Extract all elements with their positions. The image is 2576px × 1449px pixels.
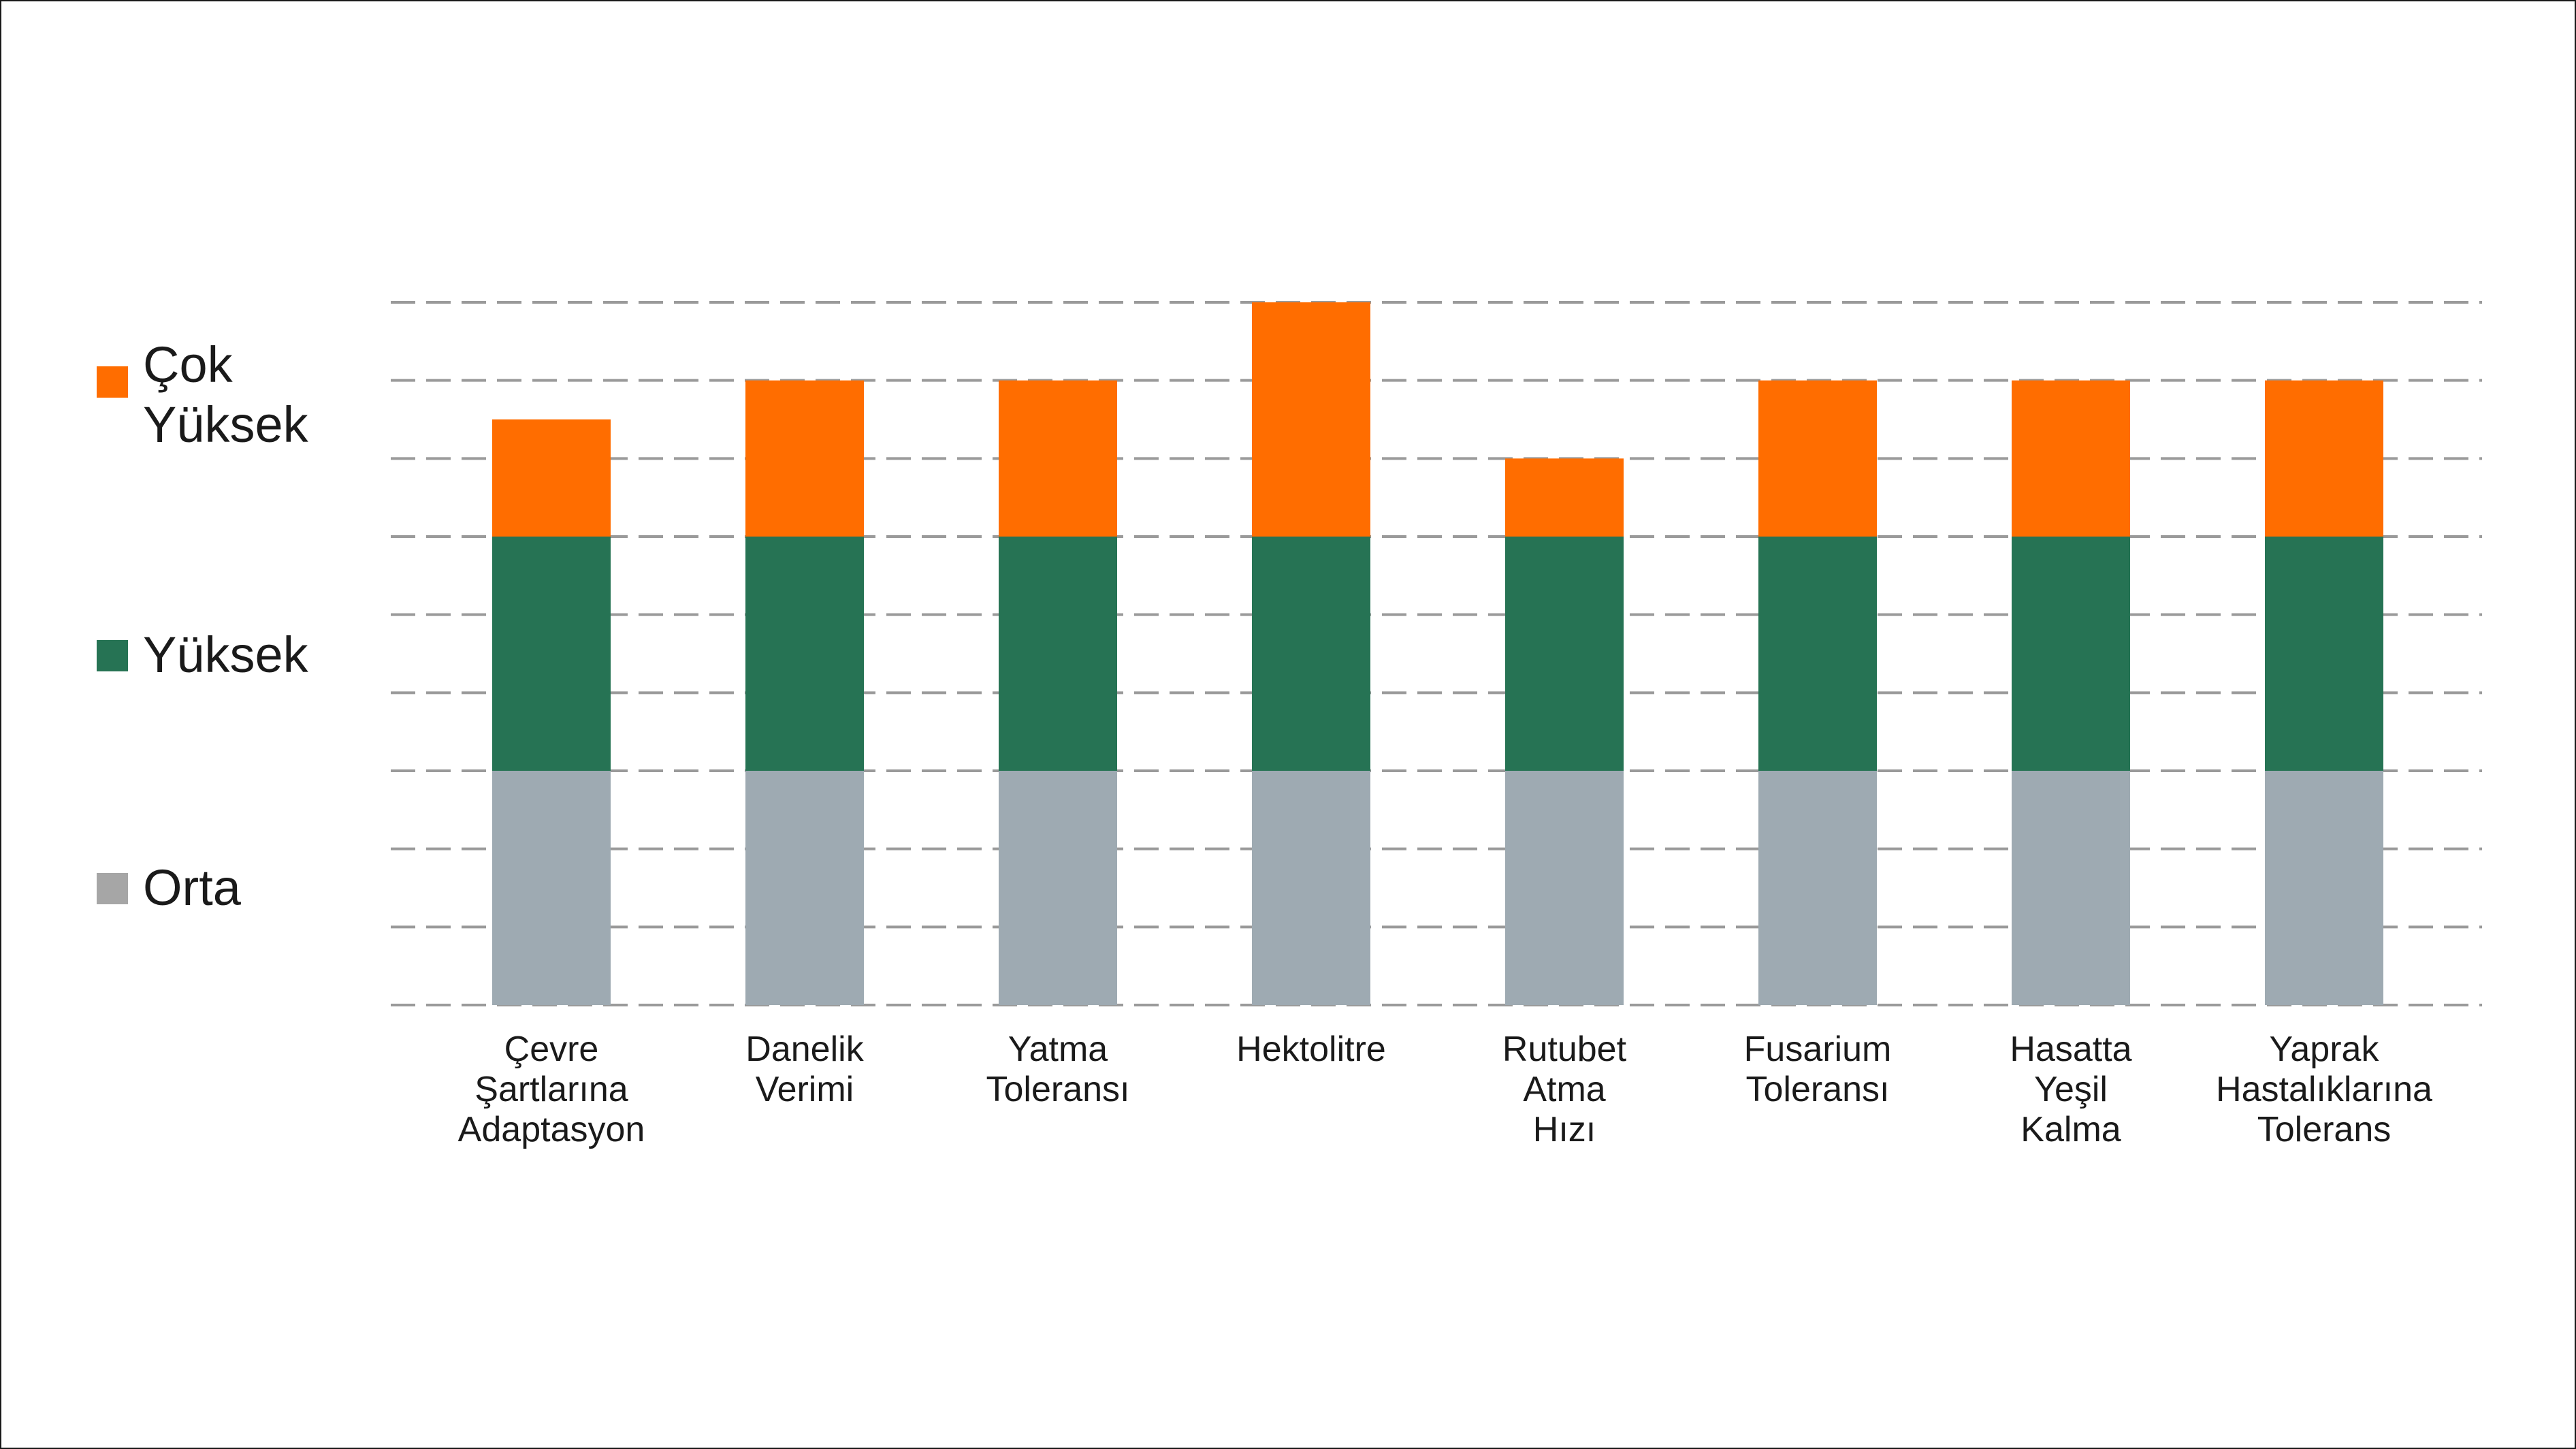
category-label-fusarium-toleransi: Fusarium Toleransı (1744, 1030, 1892, 1109)
bar-segment-cok-yuksek-rutubet-atma-hizi (1505, 458, 1624, 537)
bar-segment-cok-yuksek-danelik-verimi (745, 380, 864, 537)
category-label-yaprak-hastaliklarina-tolerans: Yaprak Hastalıklarına Tolerans (2216, 1030, 2432, 1149)
category-label-rutubet-atma-hizi: Rutubet Atma Hızı (1502, 1030, 1627, 1149)
bar-segment-orta-cevre-sartlarina-adaptasyon (492, 771, 611, 1005)
legend-label-cok-yuksek: Çok Yüksek (143, 336, 308, 453)
bar-segment-orta-yatma-toleransi (999, 771, 1117, 1005)
bar-segment-orta-danelik-verimi (745, 771, 864, 1005)
bar-segment-cok-yuksek-hasatta-yesil-kalma (2012, 380, 2130, 537)
bars (492, 302, 2383, 1005)
category-label-hektolitre: Hektolitre (1236, 1030, 1386, 1069)
bar-segment-orta-yaprak-hastaliklarina-tolerans (2265, 771, 2383, 1005)
bar-segment-cok-yuksek-yatma-toleransi (999, 380, 1117, 537)
bar-segment-yuksek-cevre-sartlarina-adaptasyon (492, 537, 611, 771)
bar-segment-yuksek-hektolitre (1252, 537, 1370, 771)
bar-segment-cok-yuksek-cevre-sartlarina-adaptasyon (492, 419, 611, 537)
legend-swatch-cok-yuksek-icon (97, 366, 128, 398)
legend-swatch-orta-icon (97, 873, 128, 904)
bar-segment-orta-fusarium-toleransi (1758, 771, 1877, 1005)
bar-segment-yuksek-rutubet-atma-hizi (1505, 537, 1624, 771)
bar-segment-yuksek-fusarium-toleransi (1758, 537, 1877, 771)
bar-segment-yuksek-yatma-toleransi (999, 537, 1117, 771)
bar-segment-yuksek-danelik-verimi (745, 537, 864, 771)
grid-lines (391, 301, 2482, 1006)
category-label-yatma-toleransi: Yatma Toleransı (986, 1030, 1130, 1109)
bar-segment-cok-yuksek-fusarium-toleransi (1758, 380, 1877, 537)
bar-segment-orta-rutubet-atma-hizi (1505, 771, 1624, 1005)
category-labels: Çevre Şartlarına Adaptasyon Danelik Verimi Ya… (458, 1030, 2432, 1149)
bar-segment-yuksek-yaprak-hastaliklarina-tolerans (2265, 537, 2383, 771)
category-label-cevre-sartlarina-adaptasyon: Çevre Şartlarına Adaptasyon (458, 1030, 645, 1149)
category-label-danelik-verimi: Danelik Verimi (745, 1030, 864, 1109)
bar-segment-yuksek-hasatta-yesil-kalma (2012, 537, 2130, 771)
bar-segment-orta-hasatta-yesil-kalma (2012, 771, 2130, 1005)
bar-segment-orta-hektolitre (1252, 771, 1370, 1005)
bar-segment-cok-yuksek-hektolitre (1252, 302, 1370, 537)
bar-segment-cok-yuksek-yaprak-hastaliklarina-tolerans (2265, 380, 2383, 537)
legend-swatch-yuksek-icon (97, 640, 128, 671)
category-label-hasatta-yesil-kalma: Hasatta Yeşil Kalma (2010, 1030, 2131, 1149)
legend-label-orta: Orta (143, 859, 241, 916)
legend-label-yuksek: Yüksek (143, 626, 308, 683)
